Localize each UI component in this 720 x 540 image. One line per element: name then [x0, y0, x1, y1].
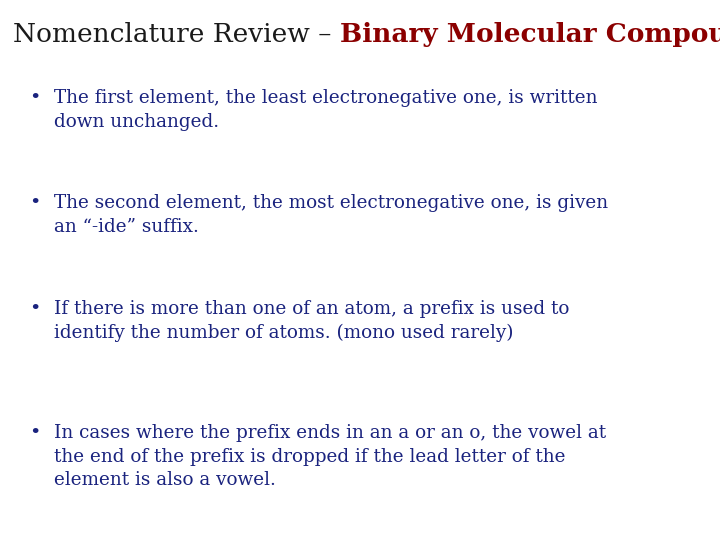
- Text: •: •: [29, 89, 40, 107]
- Text: Nomenclature Review –: Nomenclature Review –: [13, 22, 340, 46]
- Text: The first element, the least electronegative one, is written
down unchanged.: The first element, the least electronega…: [54, 89, 598, 131]
- Text: Binary Molecular Compounds: Binary Molecular Compounds: [340, 22, 720, 46]
- Text: •: •: [29, 194, 40, 212]
- Text: •: •: [29, 300, 40, 318]
- Text: In cases where the prefix ends in an a or an o, the vowel at
the end of the pref: In cases where the prefix ends in an a o…: [54, 424, 606, 489]
- Text: If there is more than one of an atom, a prefix is used to
identify the number of: If there is more than one of an atom, a …: [54, 300, 570, 342]
- Text: The second element, the most electronegative one, is given
an “-ide” suffix.: The second element, the most electronega…: [54, 194, 608, 236]
- Text: •: •: [29, 424, 40, 442]
